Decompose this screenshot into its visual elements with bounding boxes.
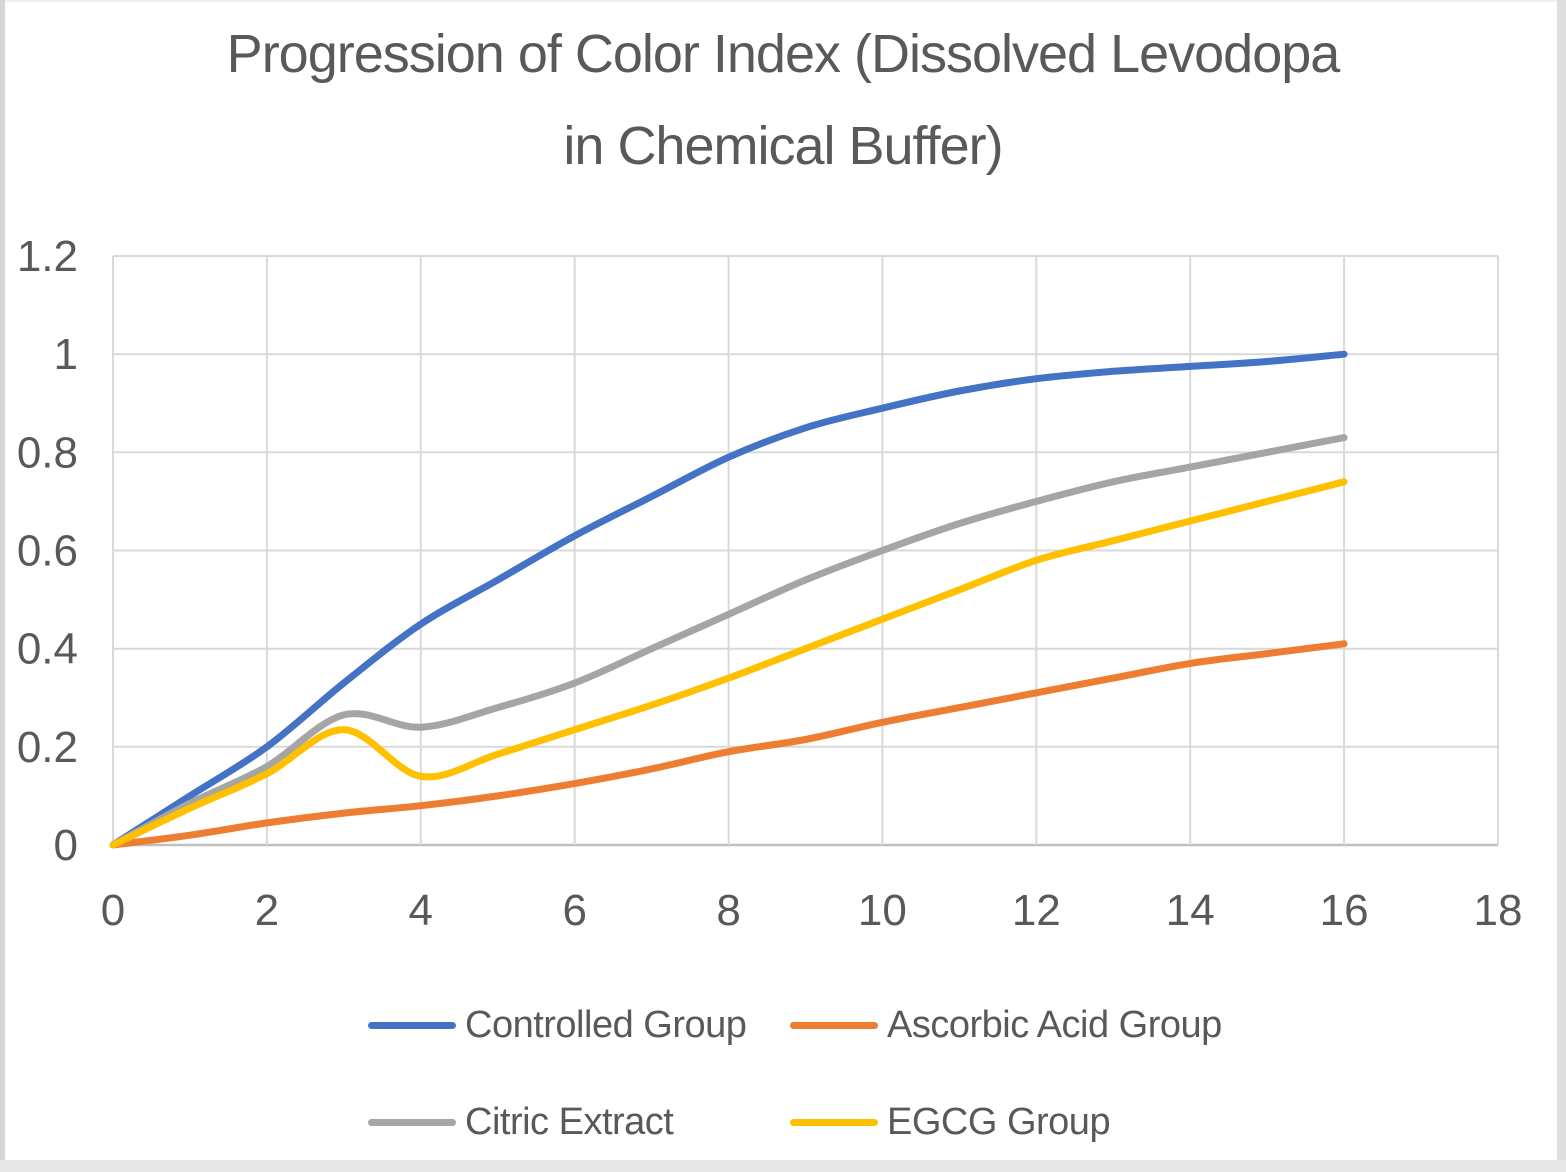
y-axis-tick-label-1.2: 1.2 xyxy=(17,232,78,281)
x-axis-tick-label-10: 10 xyxy=(858,886,907,935)
x-axis-tick-label-12: 12 xyxy=(1012,886,1061,935)
x-axis-tick-label-4: 4 xyxy=(409,886,433,935)
legend-item-controlled-group: Controlled Group xyxy=(368,1001,747,1049)
x-axis-tick-label-16: 16 xyxy=(1320,886,1369,935)
y-axis-tick-label-0.2: 0.2 xyxy=(17,723,78,772)
legend-line-swatch-citric-extract xyxy=(368,1118,456,1126)
chart-title-line-1: Progression of Color Index (Dissolved Le… xyxy=(226,24,1341,84)
screenshot-bottom-border xyxy=(0,1160,1566,1172)
legend-label: Ascorbic Acid Group xyxy=(887,1003,1222,1046)
legend-row: Citric Extract EGCG Group xyxy=(0,1098,1566,1146)
legend-line-swatch-egcg-group xyxy=(790,1118,878,1126)
screenshot-left-border xyxy=(0,0,5,1172)
legend-label: Controlled Group xyxy=(465,1003,747,1046)
legend-item-ascorbic-acid-group: Ascorbic Acid Group xyxy=(790,1001,1222,1049)
y-axis-tick-label-0.8: 0.8 xyxy=(17,428,78,477)
legend-row: Controlled Group Ascorbic Acid Group xyxy=(0,1001,1566,1049)
series-line-ascorbic-acid-group xyxy=(109,640,1348,849)
legend-line-swatch-ascorbic-acid-group xyxy=(790,1021,878,1029)
series-line-controlled-group xyxy=(109,350,1348,849)
line-chart-plot: 0 0.2 0.4 0.6 0.8 1 1.2 0 2 4 6 8 10 12 14 16 18 xyxy=(17,232,1523,935)
x-axis-tick-label-14: 14 xyxy=(1166,886,1215,935)
x-axis-tick-label-0: 0 xyxy=(101,886,125,935)
series-line-egcg-group xyxy=(109,478,1348,849)
legend-line-swatch-controlled-group xyxy=(368,1021,456,1029)
x-axis-tick-label-18: 18 xyxy=(1474,886,1523,935)
y-axis-tick-label-0.4: 0.4 xyxy=(17,625,78,674)
legend-label: Citric Extract xyxy=(465,1100,674,1143)
y-axis-tick-label-0: 0 xyxy=(54,821,78,870)
y-axis-tick-label-1: 1 xyxy=(54,330,78,379)
x-axis-tick-label-2: 2 xyxy=(255,886,279,935)
legend-item-citric-extract: Citric Extract xyxy=(368,1098,674,1146)
x-axis-tick-label-6: 6 xyxy=(562,886,586,935)
legend-label: EGCG Group xyxy=(887,1100,1111,1143)
screenshot-right-border xyxy=(1557,0,1566,1172)
y-axis-tick-label-0.6: 0.6 xyxy=(17,527,78,576)
chart-title: Progression of Color Index (Dissolved Le… xyxy=(0,8,1566,192)
screenshot-top-border xyxy=(0,0,1566,2)
legend-item-egcg-group: EGCG Group xyxy=(790,1098,1111,1146)
chart-title-line-2: in Chemical Buffer) xyxy=(563,116,1003,176)
series-line-citric-extract xyxy=(109,434,1348,849)
x-axis-tick-label-8: 8 xyxy=(716,886,740,935)
